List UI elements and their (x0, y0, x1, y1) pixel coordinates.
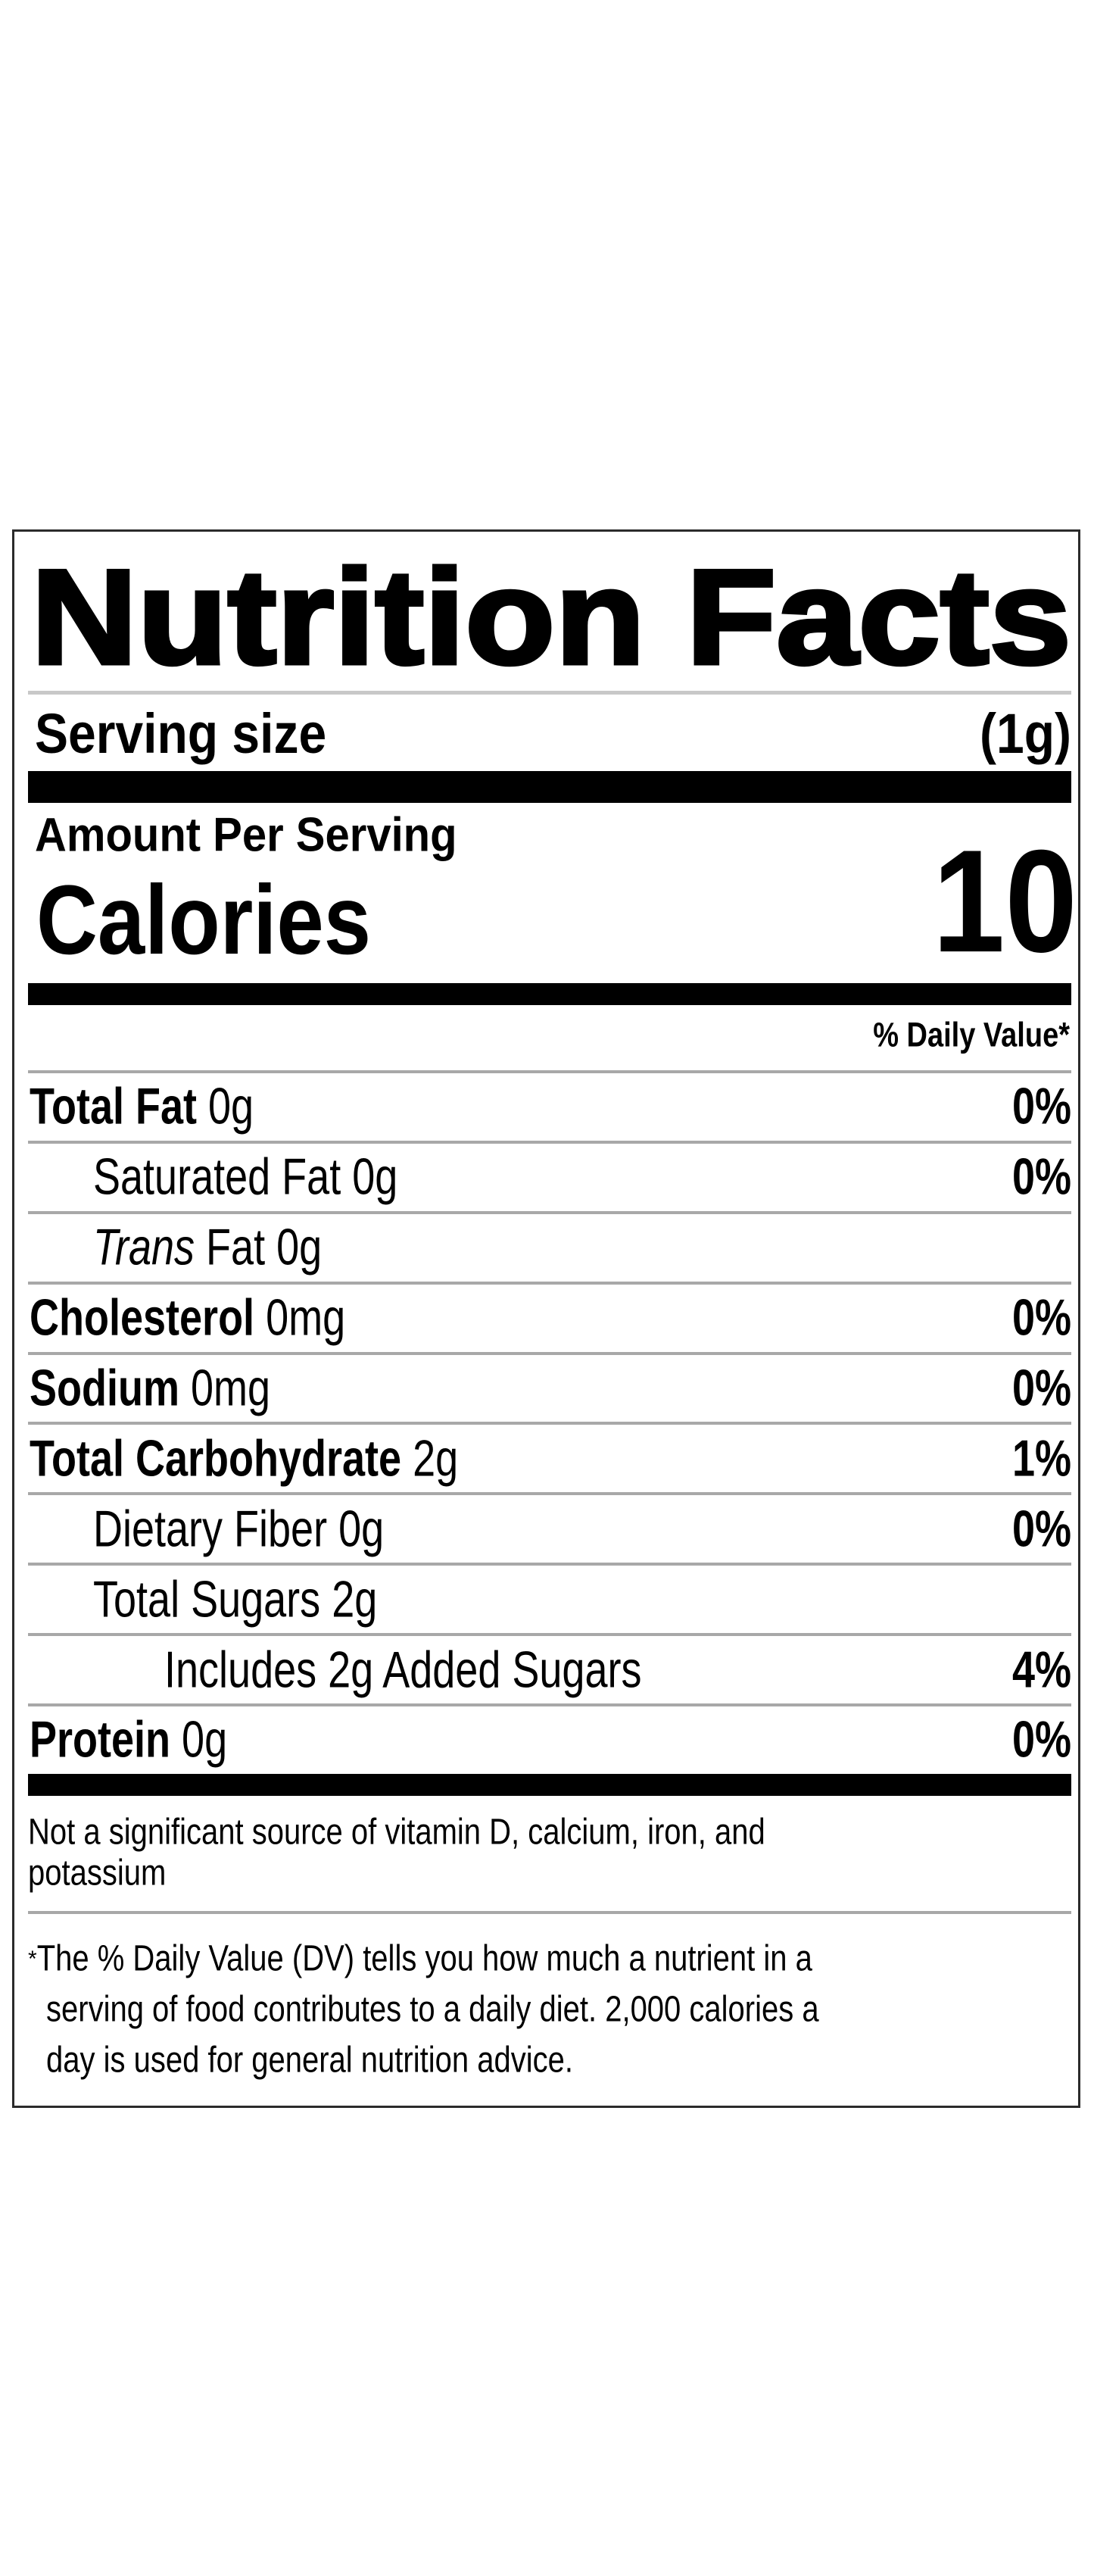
nutrition-facts-title: Nutrition Facts (31, 540, 1071, 684)
nutrient-name: Fat (206, 1219, 266, 1276)
serving-size-label-text: Serving size (35, 701, 327, 765)
nutrient-row-added-sugars: Includes 2g Added Sugars 4% (28, 1633, 1071, 1703)
nutrient-row-total-carbohydrate: Total Carbohydrate 2g 1% (28, 1422, 1071, 1492)
nutrient-amount: 0g (208, 1078, 254, 1135)
nutrient-name: Total Fat (30, 1078, 197, 1135)
nutrient-amount: 0mg (191, 1360, 271, 1417)
calories-label-text: Calories (36, 864, 371, 975)
nutrient-dv: 4% (1011, 1641, 1071, 1699)
serving-size-label: Serving size (35, 701, 326, 765)
nutrient-name: Total Sugars (93, 1571, 321, 1628)
daily-value-footnote: *The % Daily Value (DV) tells you how mu… (28, 1934, 1027, 2086)
nutrient-row-trans-fat: Trans Fat 0g (28, 1210, 1071, 1282)
nutrient-rows: Total Fat 0g 0% Saturated Fat 0g 0% Trans … (28, 1070, 1071, 1774)
nutrient-name-italic: Trans (93, 1219, 195, 1276)
footnote-line: The % Daily Value (DV) tells you how muc… (36, 1938, 812, 1979)
footnote-line: serving of food contributes to a daily d… (46, 1989, 819, 2030)
serving-size-value-text: (1g) (980, 701, 1071, 765)
daily-value-header: % Daily Value* (873, 1016, 1070, 1054)
nutrient-dv: 0% (1011, 1148, 1071, 1206)
amount-per-serving: Amount Per Serving (35, 808, 457, 862)
thick-divider (28, 771, 1071, 803)
nutrient-name: Sodium (30, 1360, 179, 1417)
divider (28, 691, 1071, 695)
divider (28, 1911, 1071, 1914)
nutrient-amount: 0g (352, 1148, 398, 1206)
nutrient-row-saturated-fat: Saturated Fat 0g 0% (28, 1140, 1071, 1211)
nutrient-name: Saturated Fat (93, 1148, 341, 1206)
nutrient-dv: 0% (1011, 1500, 1071, 1558)
nutrition-facts-label (12, 529, 1080, 2108)
thick-divider (28, 983, 1071, 1005)
thick-divider (28, 1774, 1071, 1796)
nutrient-row-protein: Protein 0g 0% (28, 1703, 1071, 1774)
nutrient-dv: 0% (1011, 1289, 1071, 1347)
calories-label: Calories (36, 865, 371, 975)
nutrient-name: Cholesterol (30, 1289, 255, 1347)
amount-per-serving-text: Amount Per Serving (35, 808, 457, 862)
nutrient-amount: 0g (182, 1711, 228, 1769)
nutrient-amount: 0mg (266, 1289, 346, 1347)
nutrient-amount: 0g (338, 1500, 385, 1558)
serving-size-value: (1g) (980, 701, 1071, 765)
title-text: Nutrition Facts (31, 542, 1071, 683)
nutrient-row-total-fat: Total Fat 0g 0% (28, 1070, 1071, 1141)
note-line: potassium (28, 1853, 167, 1894)
nutrient-dv: 0% (1011, 1078, 1071, 1135)
daily-value-header-text: % Daily Value* (873, 1016, 1070, 1055)
not-significant-note: Not a significant source of vitamin D, c… (28, 1812, 1012, 1894)
nutrient-dv: 1% (1011, 1430, 1071, 1488)
nutrient-row-total-sugars: Total Sugars 2g (28, 1563, 1071, 1633)
footnote-line: day is used for general nutrition advice… (46, 2040, 573, 2081)
nutrient-name: Total Carbohydrate (30, 1430, 402, 1488)
nutrient-dv: 0% (1011, 1360, 1071, 1417)
nutrient-name: Includes 2g Added Sugars (164, 1641, 642, 1699)
note-line: Not a significant source of vitamin D, c… (28, 1812, 765, 1853)
nutrient-amount: 2g (413, 1430, 459, 1488)
nutrient-amount: 2g (332, 1571, 378, 1628)
nutrient-amount: 0g (276, 1219, 323, 1276)
nutrient-dv: 0% (1011, 1711, 1071, 1769)
nutrient-row-dietary-fiber: Dietary Fiber 0g 0% (28, 1492, 1071, 1563)
calories-value: 10 (933, 829, 1077, 975)
nutrient-name: Dietary Fiber (93, 1500, 328, 1558)
nutrient-row-cholesterol: Cholesterol 0mg 0% (28, 1281, 1071, 1352)
nutrient-row-sodium: Sodium 0mg 0% (28, 1351, 1071, 1422)
nutrient-name: Protein (30, 1711, 171, 1769)
calories-value-text: 10 (932, 820, 1077, 983)
asterisk: * (28, 1947, 37, 1972)
